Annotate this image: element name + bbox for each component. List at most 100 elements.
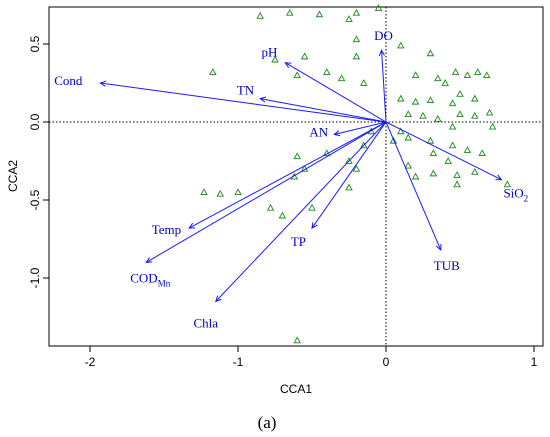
plot-frame [48, 6, 544, 347]
arrowhead-temp [188, 222, 196, 229]
site-point [426, 49, 435, 57]
site-point [411, 172, 420, 180]
arrow-tn [260, 98, 387, 123]
arrowhead-an [333, 130, 341, 137]
site-point [471, 111, 479, 119]
label-ph: pH [261, 45, 277, 60]
y-tick-label: -1.0 [28, 267, 42, 288]
arrow-an [334, 121, 387, 135]
site-point [345, 15, 353, 22]
site-point [426, 136, 435, 144]
label-tub: TUB [434, 258, 460, 273]
site-point [286, 8, 294, 16]
site-point [488, 122, 497, 130]
site-point [397, 41, 405, 49]
site-point [434, 74, 442, 82]
arrow-temp [188, 121, 387, 229]
site-point [389, 136, 398, 144]
label-codmn: CODMn [130, 270, 170, 288]
site-point [482, 71, 491, 79]
arrowhead-cond [99, 80, 107, 87]
arrowhead-tn [259, 96, 267, 103]
site-points [200, 4, 512, 344]
site-point [411, 97, 420, 105]
site-point [426, 96, 435, 104]
site-point [471, 167, 479, 175]
site-point [293, 71, 301, 79]
arrowhead-ph [284, 62, 292, 68]
site-point [216, 189, 225, 197]
arrowhead-do [378, 49, 385, 56]
x-axis-label: CCA1 [280, 382, 312, 396]
arrowhead-sio2 [495, 174, 503, 181]
site-point [441, 79, 449, 86]
site-point [234, 188, 242, 196]
site-point [448, 99, 457, 107]
arrow-codmn [145, 121, 387, 263]
site-point [448, 141, 457, 149]
arrow-chla [215, 121, 387, 302]
x-tick-label: 0 [383, 355, 390, 369]
site-point [337, 74, 346, 82]
site-point [404, 110, 412, 118]
site-point [293, 152, 301, 160]
site-point [300, 52, 309, 60]
arrowhead-chla [215, 295, 222, 303]
site-point [308, 203, 316, 211]
site-point [278, 211, 287, 219]
site-point [352, 35, 361, 43]
environment-labels: Cond pH TN DO AN SiO2 TUB TP Temp CODMn Chla [54, 28, 528, 330]
site-point [471, 94, 479, 102]
label-do: DO [374, 28, 393, 43]
site-point [411, 71, 420, 79]
site-point [434, 114, 442, 122]
site-point [315, 10, 324, 18]
label-tp: TP [291, 234, 306, 249]
site-point [209, 68, 217, 75]
site-point [200, 188, 208, 196]
label-temp: Temp [152, 222, 181, 237]
site-point [456, 110, 464, 118]
site-point [256, 11, 264, 19]
site-point [429, 169, 438, 177]
site-point [419, 111, 427, 119]
site-point [429, 149, 438, 157]
site-point [345, 183, 353, 191]
site-point [444, 157, 452, 164]
site-point [397, 127, 405, 135]
site-point [463, 146, 472, 153]
site-point [404, 133, 412, 141]
x-tick-label: 1 [531, 355, 538, 369]
label-chla: Chla [194, 315, 219, 330]
arrow-ph [285, 62, 387, 123]
y-tick-label: 0.0 [28, 113, 42, 130]
site-point [360, 79, 368, 86]
label-cond: Cond [54, 73, 83, 88]
site-point [352, 8, 361, 16]
reference-lines [49, 7, 543, 346]
x-axis: -2 -1 0 1 [85, 346, 538, 369]
figure-caption: (a) [258, 413, 277, 432]
site-point [397, 94, 405, 102]
environment-arrows [99, 49, 503, 303]
x-tick-label: -2 [85, 355, 96, 369]
site-point [485, 108, 494, 116]
arrow-tub [385, 121, 442, 251]
site-point [323, 68, 331, 75]
label-tn: TN [237, 83, 255, 98]
site-point [478, 149, 486, 157]
y-tick-label: -0.5 [28, 189, 42, 210]
arrowhead-codmn [145, 257, 153, 263]
y-axis-label: CCA2 [6, 160, 20, 192]
arrowhead-tub [435, 243, 442, 251]
site-point [453, 171, 461, 178]
site-point [463, 71, 472, 79]
site-point [360, 141, 368, 149]
site-point [293, 336, 301, 344]
site-point [266, 203, 275, 211]
arrow-sio2 [385, 121, 502, 181]
site-point [451, 68, 460, 75]
site-point [271, 55, 279, 63]
arrow-tp [311, 121, 387, 229]
arrow-do [381, 50, 387, 123]
